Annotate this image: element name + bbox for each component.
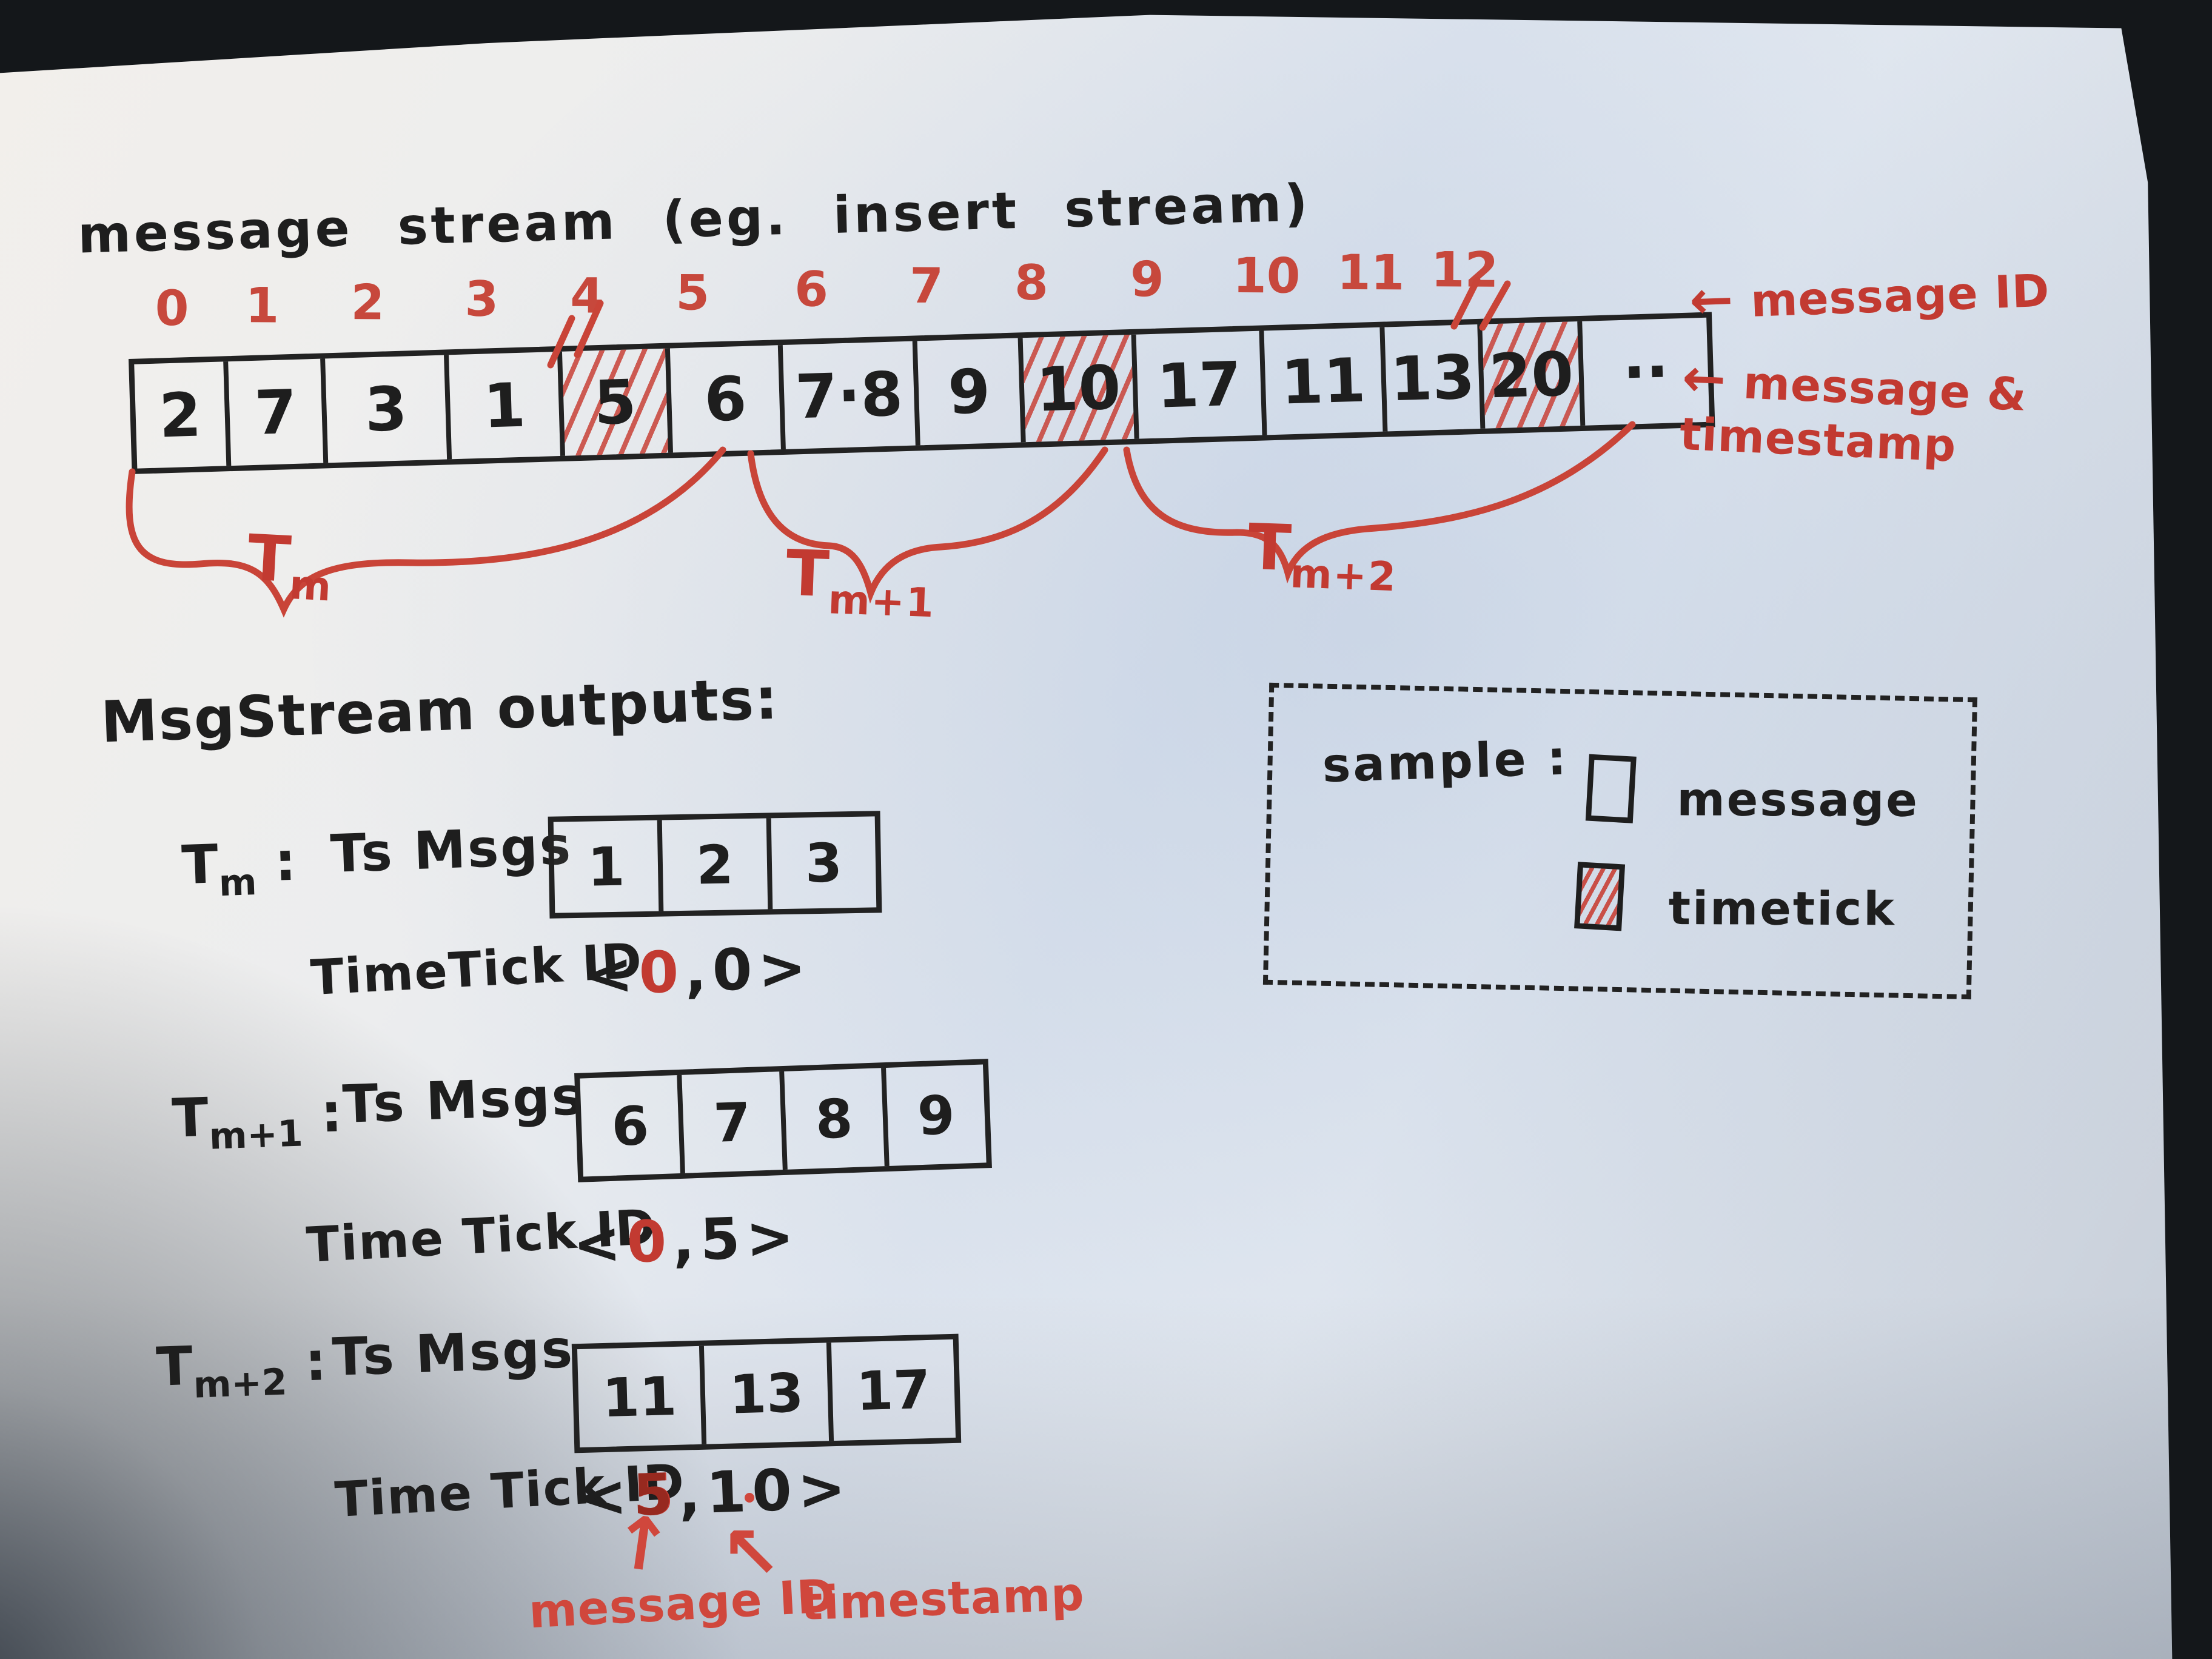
annotation-message-id-label: message ID	[1749, 264, 2051, 327]
left-arrow-icon: ←	[1688, 269, 1735, 332]
output-msgs-label-tm2: Ts Msgs	[331, 1319, 575, 1388]
output-box-tm2: 11 13 17	[571, 1333, 962, 1453]
output-label-tm2: Tm+2 :	[155, 1330, 327, 1407]
up-left-arrow-icon: ↖	[720, 1511, 782, 1595]
window-brace-tm2	[1123, 421, 1636, 584]
output-msgs-label-tm1: Ts Msgs	[341, 1066, 586, 1135]
hatch-spill	[547, 315, 575, 369]
tuple-message-id-value: 0	[625, 1208, 674, 1276]
output-label-tm1: Tm+1 :	[171, 1081, 343, 1158]
message-box-icon	[1585, 754, 1637, 823]
output-cell: 2	[662, 818, 773, 911]
output-box-tm1: 6 7 8 9	[574, 1059, 992, 1182]
output-label-tm: Tm :	[180, 830, 297, 905]
output-cell: 17	[855, 1358, 931, 1423]
timetick-box-icon	[1574, 862, 1626, 931]
window-label-tm1: Tm+1	[785, 535, 936, 627]
hatch-spill	[1479, 280, 1511, 331]
timetick-tuple-tm: <0,0>	[584, 934, 813, 1009]
tuple-timestamp-value: 5	[699, 1205, 748, 1274]
tuple-message-id-value: 0	[637, 939, 686, 1007]
output-cell: 9	[916, 1083, 956, 1147]
output-cell: 7	[682, 1071, 788, 1173]
annotation-message-id: ← message ID	[1688, 258, 2050, 332]
legend-box: sample : message timetick	[1262, 682, 1978, 1000]
output-cell: 6	[580, 1074, 686, 1177]
legend-title: sample :	[1321, 731, 1570, 794]
output-msgs-label-tm: Ts Msgs	[329, 816, 574, 885]
hatch-spill	[574, 300, 604, 358]
legend-label-message: message	[1677, 772, 1920, 827]
output-cell: 13	[704, 1342, 834, 1444]
left-arrow-icon: ←	[1681, 347, 1728, 411]
tuple-timestamp-value: 0	[711, 936, 760, 1005]
output-cell: 3	[804, 831, 843, 894]
hatch-spill	[1450, 276, 1481, 330]
output-cell: 11	[577, 1346, 707, 1448]
output-cell: 8	[783, 1068, 890, 1170]
red-dot-mark	[745, 1493, 754, 1503]
window-brace-tm	[126, 446, 726, 618]
window-label-tm: Tm	[246, 520, 333, 611]
output-cell: 1	[553, 820, 664, 913]
window-label-tm2: Tm+2	[1247, 509, 1398, 601]
window-brace-tm1	[747, 446, 1108, 604]
annotation-message-timestamp: ← message & timestamp	[1678, 347, 2212, 483]
annotation-message-timestamp-label: message & timestamp	[1678, 357, 2028, 472]
timetick-tuple-tm1: <0,5>	[572, 1204, 801, 1278]
legend-label-timetick: timetick	[1668, 880, 1896, 936]
output-box-tm: 1 2 3	[548, 811, 882, 919]
callout-timestamp: timestamp	[799, 1566, 1085, 1631]
